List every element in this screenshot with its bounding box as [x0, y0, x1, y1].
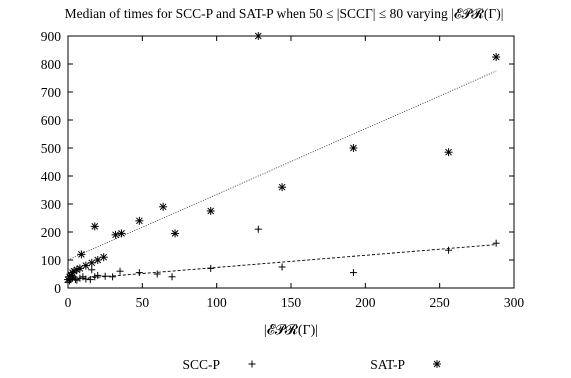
y-tick-label: 800	[41, 57, 62, 72]
scc-p-point	[254, 225, 262, 233]
legend-marker-sat-p	[433, 360, 441, 368]
y-tick-label: 700	[41, 85, 62, 100]
scc-p-point	[135, 269, 143, 277]
trend-line-scc-p	[67, 244, 497, 281]
sat-p-point	[349, 144, 358, 152]
x-tick-label: 250	[430, 295, 451, 310]
sat-p-point	[99, 253, 108, 262]
y-tick-label: 100	[41, 253, 62, 268]
scc-p-point	[278, 263, 286, 271]
y-tick-label: 500	[41, 141, 62, 156]
trend-lines	[67, 70, 497, 281]
sat-p-point	[81, 261, 90, 270]
sat-p-point	[171, 229, 180, 238]
scc-p-point	[94, 271, 102, 279]
scc-p-point	[445, 246, 453, 254]
sat-p-point	[254, 32, 263, 40]
trend-line-sat-p	[67, 70, 497, 261]
y-tick-label: 900	[41, 29, 62, 44]
scc-p-point	[153, 270, 161, 278]
sat-p-point	[87, 258, 96, 267]
scc-p-point	[492, 239, 500, 247]
legend-plus-icon	[248, 360, 256, 368]
x-axis-ticks: 0 50 100 150 200 250 300	[65, 36, 525, 310]
x-tick-label: 0	[65, 295, 72, 310]
sat-p-point	[444, 148, 453, 157]
scc-p-point	[207, 264, 215, 272]
x-tick-label: 200	[355, 295, 376, 310]
sat-p-point	[278, 183, 287, 192]
scc-p-point	[101, 272, 109, 280]
scc-p-point	[71, 276, 79, 284]
y-tick-label: 400	[41, 169, 62, 184]
scc-p-point	[76, 274, 84, 282]
x-tick-label: 100	[207, 295, 228, 310]
y-tick-label: 300	[41, 197, 62, 212]
sat-p-point	[111, 230, 120, 239]
scc-p-point	[82, 275, 90, 283]
scc-p-point	[168, 273, 176, 281]
scc-p-point	[116, 267, 124, 275]
sat-p-point	[159, 202, 168, 211]
sat-p-point	[492, 53, 501, 61]
x-tick-label: 50	[136, 295, 150, 310]
scc-p-point	[349, 269, 357, 277]
y-tick-label: 200	[41, 225, 62, 240]
sat-p-point	[135, 216, 144, 225]
y-tick-label: 600	[41, 113, 62, 128]
sat-p-point	[77, 250, 86, 259]
y-tick-label: 0	[54, 281, 61, 296]
y-axis-ticks: 0 100 200 300 400 500 600 700 800 900	[41, 29, 514, 296]
legend: SCC-P SAT-P	[182, 357, 441, 372]
sat-p-point	[93, 256, 102, 264]
legend-star-icon	[433, 360, 441, 368]
legend-marker-scc-p	[248, 360, 256, 368]
chart-title: Median of times for SCC-P and SAT-P when…	[65, 6, 504, 21]
scc-p-point	[109, 273, 117, 281]
sat-p-point	[117, 229, 126, 238]
sat-p-point	[75, 264, 84, 273]
scc-p-point	[91, 273, 99, 281]
x-axis-label: |𝓔𝓟𝓡(Γ)|	[264, 322, 318, 338]
x-tick-label: 300	[504, 295, 525, 310]
legend-label-sat-p: SAT-P	[370, 357, 405, 372]
sat-p-point	[206, 207, 215, 215]
sat-p-point	[90, 222, 99, 231]
data-points	[64, 32, 501, 286]
scc-p-point	[88, 266, 96, 274]
x-tick-label: 150	[281, 295, 302, 310]
legend-label-scc-p: SCC-P	[182, 357, 220, 372]
scc-p-point	[86, 276, 94, 284]
plot-frame	[67, 35, 515, 289]
